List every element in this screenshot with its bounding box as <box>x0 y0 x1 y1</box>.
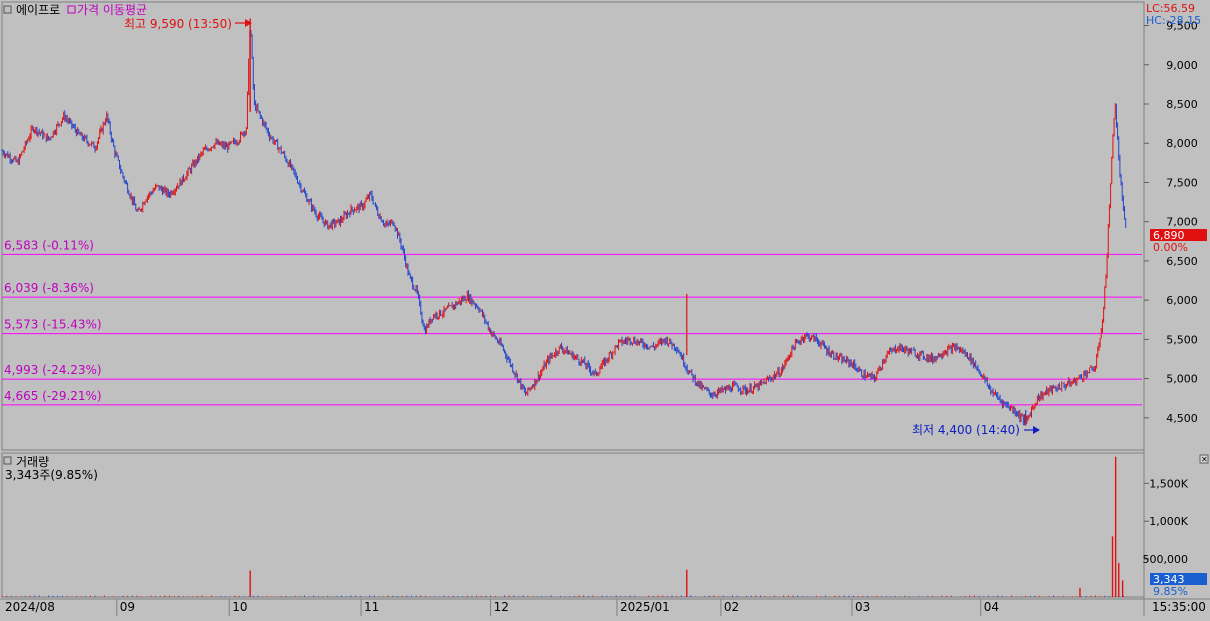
high-annotation: 최고 9,590 (13:50) <box>124 17 232 31</box>
price-tick-label: 4,500 <box>1166 412 1198 425</box>
level-lines: 6,583 (-0.11%) 6,039 (-8.36%) 5,573 (-15.4… <box>2 238 1142 406</box>
price-tick-label: 5,000 <box>1166 373 1198 386</box>
price-tick-label: 8,500 <box>1166 98 1198 111</box>
volume-title: 거래량 <box>16 455 49 469</box>
volume-value: 3,343주(9.85%) <box>5 468 98 482</box>
volume-pane-frame <box>1 452 1145 598</box>
level-label: 4,665 (-29.21%) <box>4 389 102 403</box>
close-icon: ✕ <box>1201 455 1208 464</box>
time-tick-label: 2025/01 <box>620 600 670 614</box>
indicator-label: 가격 이동평균 <box>77 3 147 17</box>
volume-tick-label: 1,000K <box>1149 515 1188 528</box>
price-tick-label: 9,500 <box>1166 20 1198 33</box>
symbol-label: 에이프로 <box>16 3 60 17</box>
level-label: 5,573 (-15.43%) <box>4 318 102 332</box>
level-label: 6,039 (-8.36%) <box>4 281 94 295</box>
volume-toggle-box[interactable] <box>3 456 12 465</box>
low-arrowhead <box>1033 426 1040 434</box>
time-tick-label: 09 <box>120 600 135 614</box>
time-tick-label: 10 <box>232 600 247 614</box>
lc-label: LC:56.59 <box>1146 2 1195 15</box>
volume-axis: 500,000 1,000K 1,500K <box>1143 477 1189 566</box>
volume-tick-label: 500,000 <box>1143 553 1189 566</box>
time-axis: 2024/08 09 10 11 12 2025/01 02 03 04 <box>5 599 999 616</box>
level-label: 6,583 (-0.11%) <box>4 238 94 252</box>
time-tick-label: 02 <box>724 600 739 614</box>
price-badge-text: 6,890 <box>1153 229 1185 242</box>
hc-label: HC:-28.15 <box>1146 14 1201 27</box>
indicator-toggle-box[interactable] <box>67 5 76 14</box>
price-tick-label: 7,000 <box>1166 216 1198 229</box>
price-tick-label: 7,500 <box>1166 176 1198 189</box>
volume-badge-text: 3,343 <box>1153 573 1185 586</box>
price-tick-label: 8,000 <box>1166 137 1198 150</box>
price-pane-frame <box>1 1 1145 451</box>
high-arrowhead <box>245 19 252 27</box>
price-tick-label: 9,000 <box>1166 59 1198 72</box>
volume-pct-text: 9.85% <box>1153 585 1188 598</box>
time-tick-label: 04 <box>984 600 999 614</box>
volume-badge <box>1150 573 1207 585</box>
time-tick-label: 11 <box>364 600 379 614</box>
price-axis: 4,500 5,000 5,500 6,000 6,500 7,000 7,500 8,000… <box>1144 20 1198 425</box>
candles <box>1 18 1127 426</box>
volume-bars <box>1 456 1128 597</box>
price-tick-label: 6,000 <box>1166 294 1198 307</box>
volume-tick-label: 1,500K <box>1149 477 1188 490</box>
pane-toggle-box[interactable] <box>3 5 12 14</box>
time-tick-label: 12 <box>494 600 509 614</box>
time-tick-label: 2024/08 <box>5 600 55 614</box>
low-annotation: 최저 4,400 (14:40) <box>912 423 1020 437</box>
level-label: 4,993 (-24.23%) <box>4 363 102 377</box>
volume-close-button[interactable] <box>1199 454 1209 464</box>
time-tick-label: 03 <box>855 600 870 614</box>
time-label: 15:35:00 <box>1152 600 1206 614</box>
price-tick-label: 6,500 <box>1166 255 1198 268</box>
price-tick-label: 5,500 <box>1166 333 1198 346</box>
price-pct-text: 0.00% <box>1153 241 1188 254</box>
price-badge <box>1150 229 1207 241</box>
